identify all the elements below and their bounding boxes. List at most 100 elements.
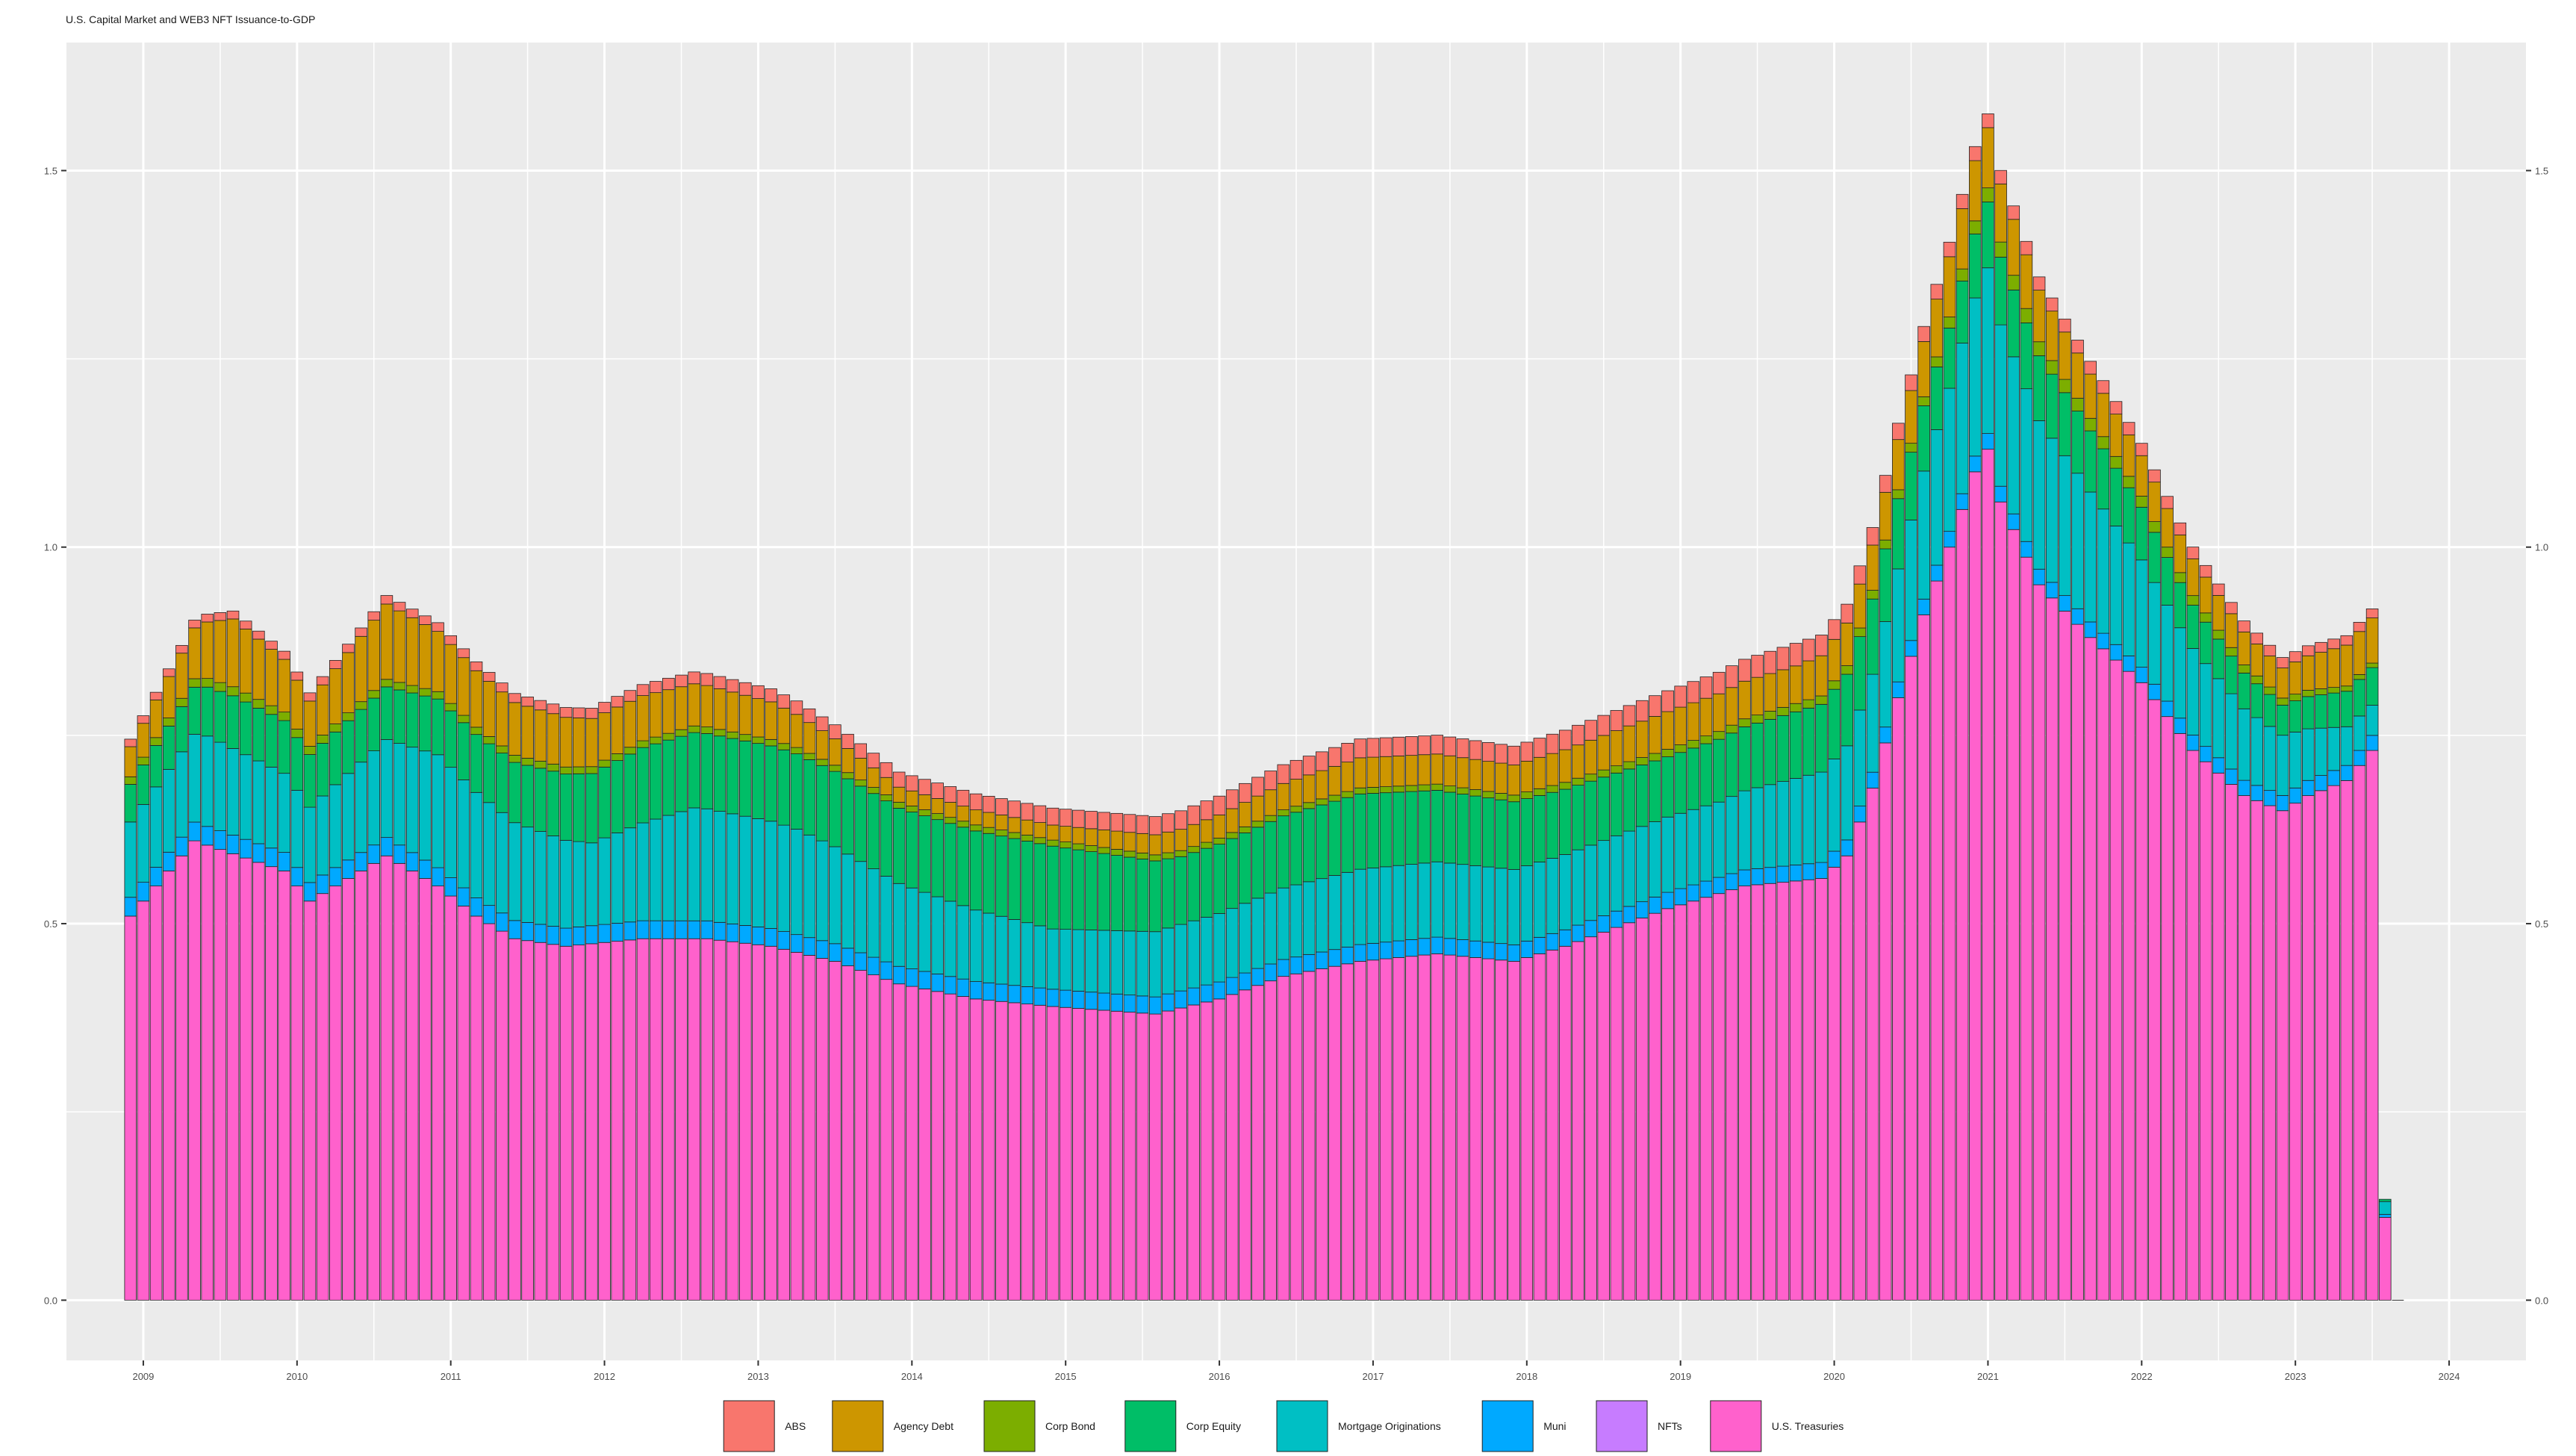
bar-segment-mortgage-originations [1482, 866, 1495, 943]
bar-segment-u-s-treasuries [1110, 1010, 1124, 1301]
bar-segment-abs [1687, 681, 1700, 703]
bar-segment-u-s-treasuries [803, 954, 816, 1301]
bar-segment-u-s-treasuries [444, 895, 457, 1301]
bar-segment-corp-bond [1033, 837, 1047, 844]
bar-segment-corp-equity [1520, 798, 1534, 866]
bar-segment-corp-equity [201, 686, 214, 737]
bar-segment-muni [1148, 996, 1162, 1015]
bar-segment-mortgage-originations [1392, 865, 1405, 942]
bar-segment-mortgage-originations [1572, 849, 1584, 926]
bar-segment-muni [457, 887, 470, 906]
bar-segment-mortgage-originations [777, 824, 791, 932]
bar-segment-abs [496, 682, 508, 693]
bar-segment-mortgage-originations [1379, 866, 1393, 943]
bar-segment-corp-equity [124, 784, 137, 823]
bar-segment-mortgage-originations [1175, 924, 1187, 992]
bar-segment-corp-bond [496, 745, 508, 753]
bar-segment-corp-bond [931, 813, 944, 821]
bar-segment-agency-debt [2122, 435, 2135, 477]
bar-segment-muni [432, 867, 444, 886]
bar-segment-u-s-treasuries [1495, 959, 1508, 1301]
bar-segment-mortgage-originations [1008, 919, 1021, 986]
bar-segment-corp-bond [2161, 547, 2174, 558]
bar-segment-corp-equity [188, 686, 201, 735]
bar-segment-abs [1508, 745, 1520, 765]
bar-segment-corp-equity [2289, 700, 2302, 732]
bar-segment-corp-bond [1008, 832, 1021, 839]
bar-segment-u-s-treasuries [1802, 879, 1815, 1301]
bar-segment-corp-bond [1059, 841, 1072, 849]
bar-segment-agency-debt [2148, 482, 2161, 522]
bar-segment-agency-debt [2097, 393, 2110, 438]
bar-segment-muni [380, 837, 393, 856]
bar-segment-abs [2302, 645, 2315, 656]
bar-segment-corp-bond [1508, 794, 1520, 803]
bar-segment-corp-equity [1239, 833, 1251, 904]
bar-segment-agency-debt [1085, 828, 1098, 846]
bar-segment-abs [854, 743, 867, 759]
bar-segment-corp-bond [1905, 443, 1917, 453]
bar-segment-corp-bond [880, 794, 893, 801]
bar-segment-muni [2212, 757, 2225, 774]
bar-segment-abs [149, 691, 163, 700]
bar-segment-corp-equity [752, 743, 765, 819]
bar-segment-corp-bond [688, 725, 700, 733]
bar-segment-muni [2327, 770, 2340, 786]
bar-segment-muni [1405, 939, 1418, 957]
bar-segment-mortgage-originations [1418, 862, 1431, 939]
bar-segment-mortgage-originations [2327, 727, 2340, 771]
legend-key-corp-equity [1124, 1400, 1177, 1452]
bar-segment-corp-equity [777, 749, 791, 826]
bar-segment-u-s-treasuries [342, 878, 355, 1301]
bar-segment-u-s-treasuries [2289, 803, 2302, 1301]
bar-segment-muni [1892, 681, 1905, 698]
bar-segment-corp-bond [482, 736, 496, 744]
bar-segment-corp-bond [457, 715, 470, 724]
bar-segment-abs [1776, 647, 1790, 671]
bar-segment-mortgage-originations [1930, 429, 1944, 566]
bar-segment-u-s-treasuries [1699, 897, 1713, 1301]
bar-segment-agency-debt [1187, 824, 1201, 847]
bar-segment-corp-bond [265, 705, 278, 715]
bar-segment-abs [675, 674, 688, 688]
bar-segment-corp-equity [1508, 801, 1520, 870]
bar-segment-mortgage-originations [1584, 844, 1597, 921]
bar-segment-u-s-treasuries [1379, 958, 1393, 1301]
bar-segment-corp-bond [380, 679, 393, 688]
bar-segment-abs [1148, 816, 1162, 836]
bar-segment-u-s-treasuries [2032, 584, 2046, 1301]
bar-segment-u-s-treasuries [1264, 980, 1277, 1301]
bar-segment-abs [1187, 805, 1201, 825]
bar-segment-u-s-treasuries [329, 886, 342, 1301]
bar-segment-corp-equity [1443, 791, 1457, 864]
bar-segment-u-s-treasuries [1008, 1002, 1021, 1301]
bar-segment-u-s-treasuries [1776, 882, 1790, 1301]
bar-segment-corp-equity [1110, 855, 1124, 931]
bar-segment-mortgage-originations [1597, 840, 1611, 916]
bar-segment-muni [1085, 992, 1098, 1010]
bar-segment-corp-bond [1764, 711, 1777, 720]
bar-segment-abs [803, 708, 816, 724]
bar-segment-agency-debt [880, 777, 893, 795]
bar-segment-agency-debt [1456, 757, 1469, 788]
x-tick-label: 2024 [2439, 1371, 2460, 1382]
bar-segment-agency-debt [1251, 795, 1264, 822]
bar-segment-u-s-treasuries [1687, 900, 1700, 1301]
bar-segment-corp-equity [1943, 327, 1956, 389]
bar-segment-muni [1021, 986, 1034, 1005]
bar-segment-corp-bond [2225, 647, 2238, 657]
bar-segment-abs [1302, 756, 1316, 776]
bar-segment-abs [457, 648, 470, 659]
bar-segment-corp-equity [969, 830, 983, 911]
bar-segment-muni [688, 920, 700, 939]
bar-segment-mortgage-originations [2084, 491, 2097, 623]
bar-segment-corp-equity [1623, 768, 1636, 832]
bar-segment-mortgage-originations [482, 802, 496, 906]
bar-segment-abs [278, 650, 290, 660]
bar-segment-corp-equity [1354, 793, 1367, 870]
bar-segment-corp-equity [265, 714, 278, 768]
bar-segment-mortgage-originations [867, 868, 880, 958]
bar-segment-corp-equity [2327, 692, 2340, 728]
bar-segment-abs [1802, 638, 1815, 662]
bar-segment-agency-debt [2263, 656, 2277, 688]
